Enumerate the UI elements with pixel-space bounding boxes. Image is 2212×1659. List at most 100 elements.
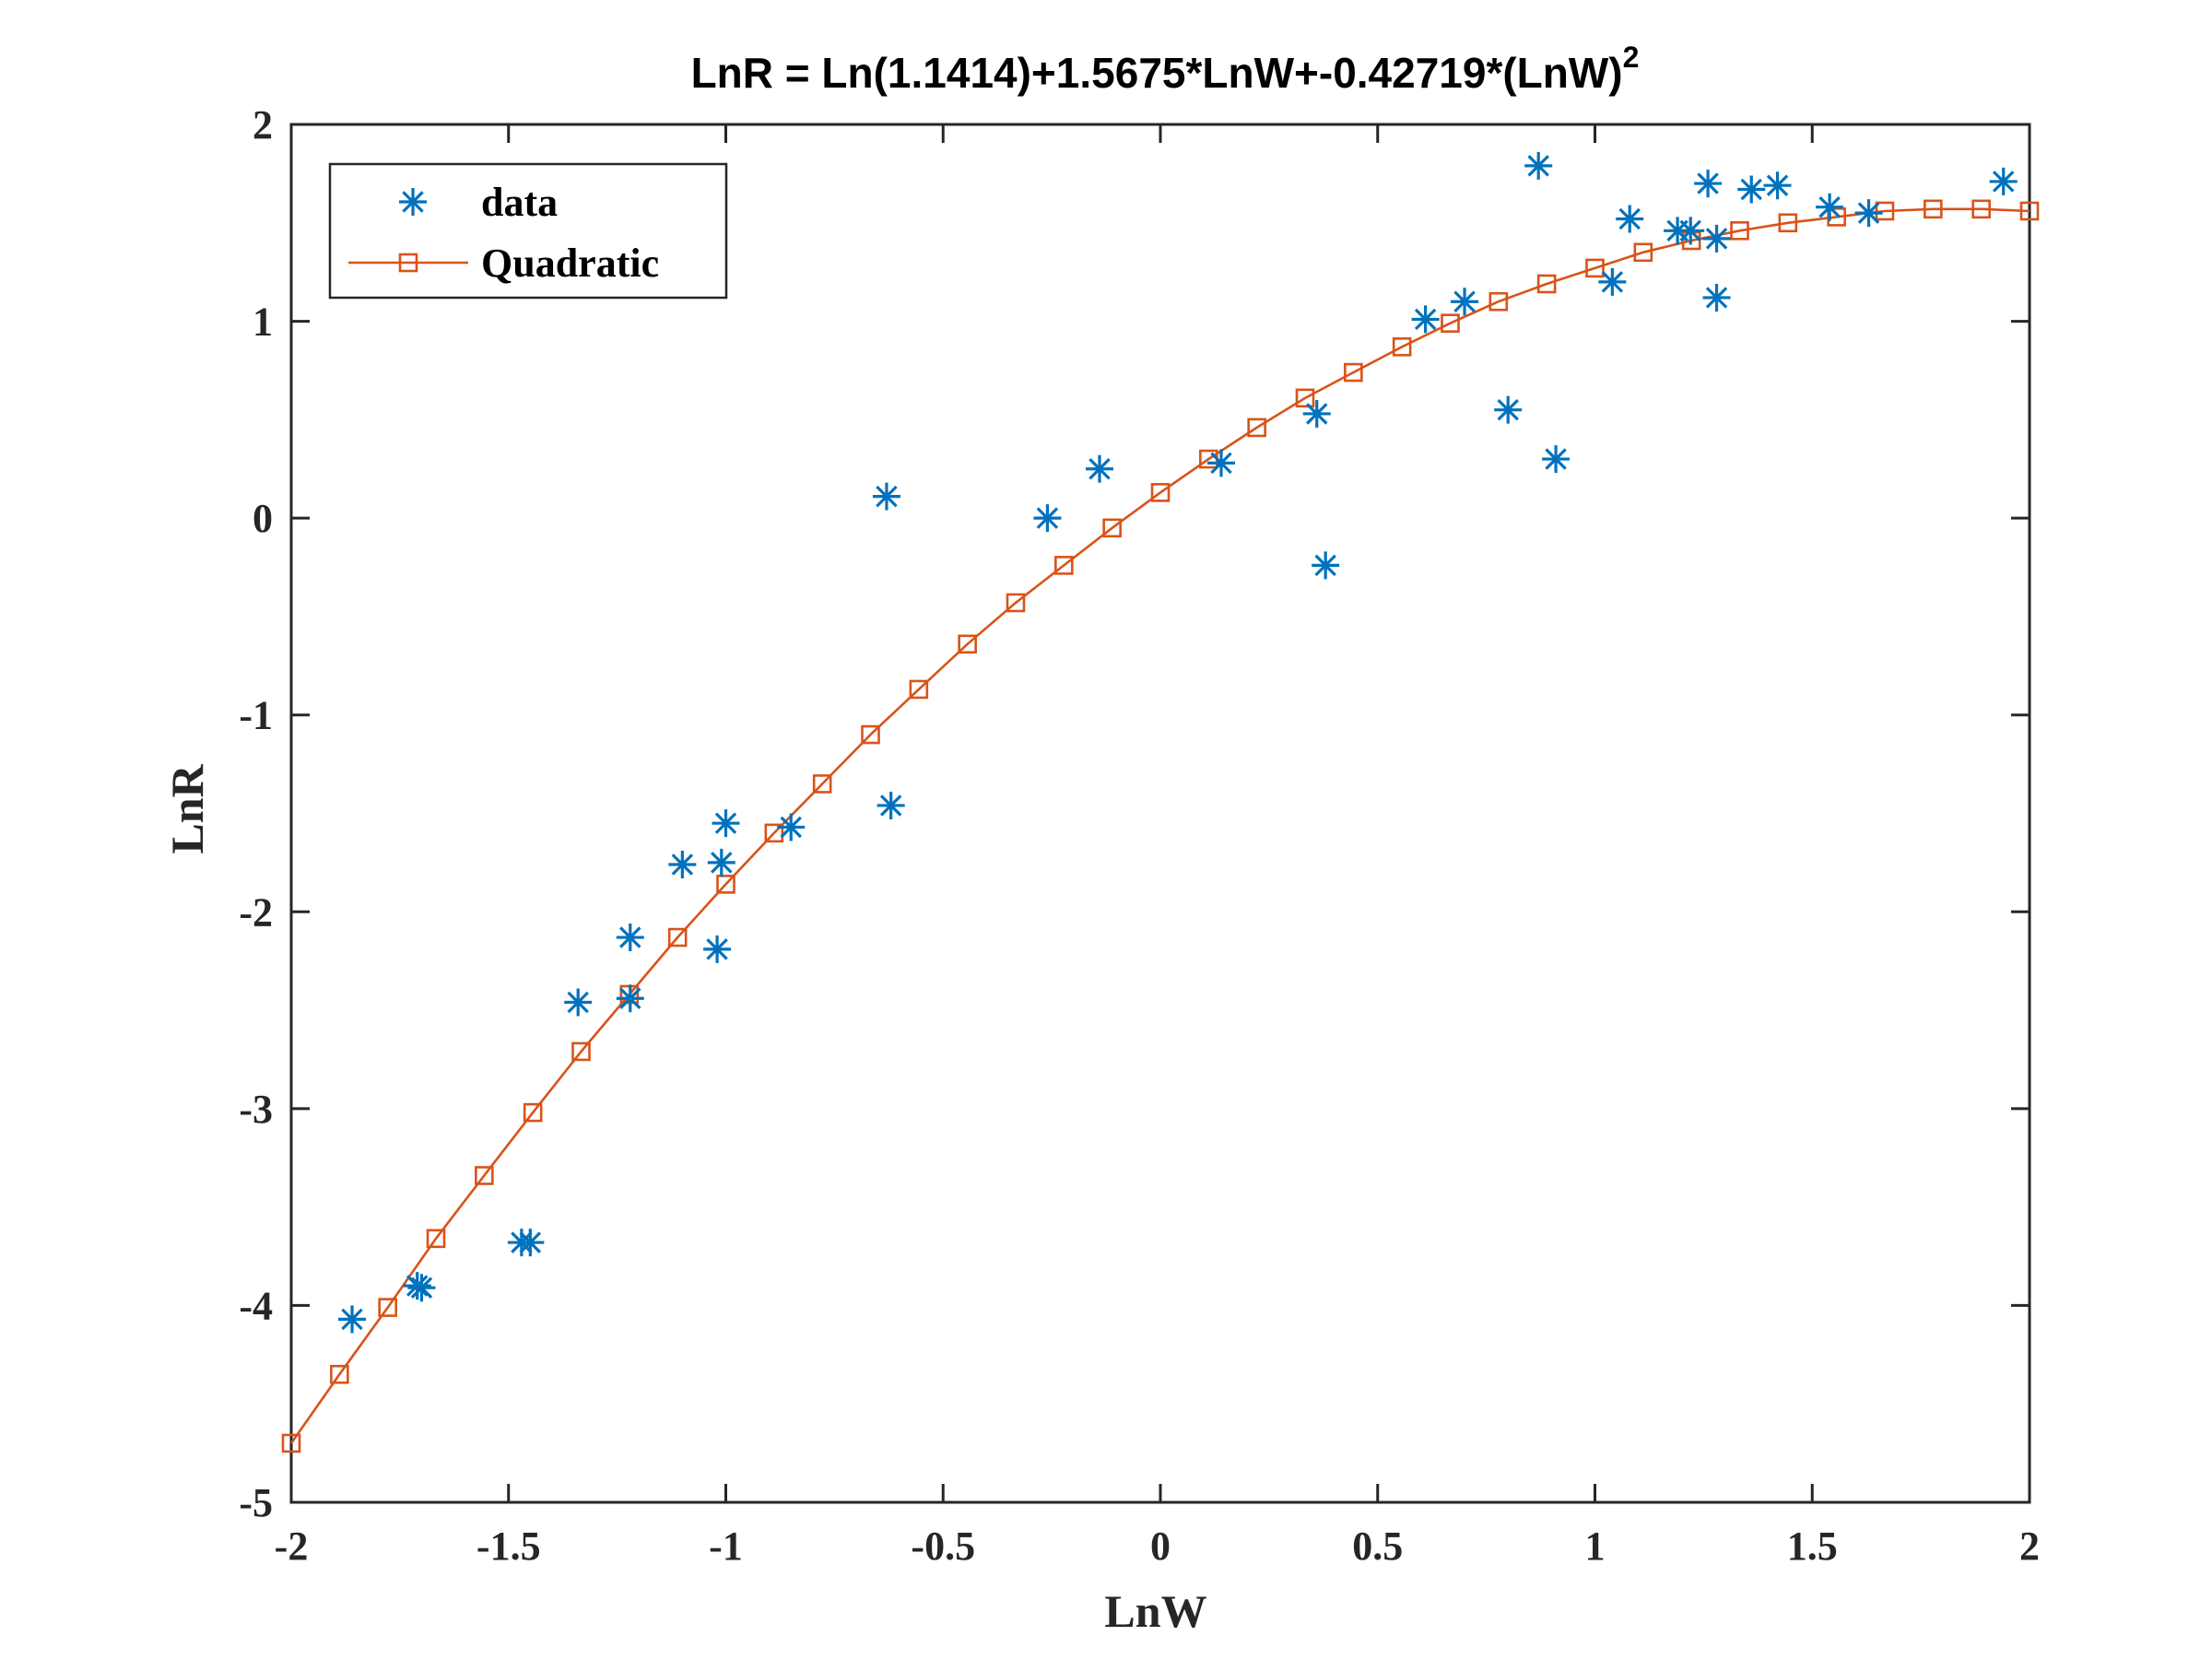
data-point: [777, 813, 806, 841]
data-point: [1989, 167, 2018, 195]
data-point: [1616, 205, 1644, 233]
legend-entry-quadratic: [348, 253, 468, 273]
quadratic-marker: [1150, 483, 1171, 502]
x-tick-label: 1.5: [1787, 1524, 1838, 1569]
series-quadratic: [281, 199, 2040, 1453]
x-tick-label: 2: [2019, 1524, 2040, 1569]
quadratic-marker: [281, 1433, 301, 1453]
series-data: [338, 151, 2018, 1334]
quadratic-marker: [426, 1229, 446, 1249]
legend: data Quadratic: [328, 162, 728, 300]
data-point: [1302, 399, 1331, 428]
data-point: [1411, 305, 1440, 334]
quadratic-marker: [1392, 337, 1412, 357]
data-point: [403, 1272, 431, 1300]
data-point: [668, 851, 697, 879]
quadratic-marker: [2019, 201, 2040, 221]
legend-box: [328, 162, 728, 300]
quadratic-marker: [1924, 199, 1943, 219]
data-point: [338, 1305, 367, 1334]
chart-title-superscript: 2: [1623, 41, 1640, 74]
y-tick-label: -2: [239, 889, 273, 935]
quadratic-marker: [1730, 221, 1749, 241]
y-tick-label: -3: [239, 1087, 273, 1132]
quadratic-marker: [861, 724, 880, 745]
data-point: [516, 1229, 545, 1257]
y-ticks: -5 -4 -3 -2 -1 0 1 2: [239, 102, 2030, 1525]
legend-quadratic-marker: [398, 253, 418, 273]
quadratic-marker: [1875, 201, 1895, 221]
x-ticks: -2 -1.5 -1 -0.5 0 0.5 1 1.5 2: [275, 124, 2040, 1569]
quadratic-fit-line: [289, 207, 2030, 1444]
data-point: [1702, 224, 1731, 253]
y-tick-label: -4: [239, 1283, 273, 1328]
data-point: [1702, 283, 1731, 312]
data-point: [712, 809, 740, 838]
data-point: [1085, 454, 1113, 483]
legend-label-data: data: [481, 180, 558, 225]
data-point: [1598, 267, 1627, 296]
quadratic-marker: [571, 1041, 591, 1062]
quadratic-marker: [1585, 258, 1605, 278]
data-point: [1494, 395, 1523, 424]
quadratic-marker: [1488, 291, 1509, 312]
quadratic-marker: [1054, 556, 1074, 575]
data-point: [1033, 504, 1062, 533]
quadratic-marker: [716, 875, 735, 894]
quadratic-marker: [1633, 242, 1653, 263]
quadratic-marker: [1778, 213, 1798, 233]
data-point: [616, 984, 644, 1013]
legend-data-marker: [399, 188, 427, 216]
quadratic-marker: [330, 1364, 349, 1384]
x-tick-label: 1: [1585, 1524, 1606, 1569]
data-point: [616, 924, 644, 952]
quadratic-marker: [1441, 313, 1460, 334]
x-tick-label: -1: [709, 1524, 743, 1569]
x-tick-label: 0.5: [1352, 1524, 1403, 1569]
data-point: [1312, 551, 1340, 580]
data-point: [1737, 175, 1766, 204]
quadratic-marker: [1971, 199, 1991, 219]
y-tick-label: -5: [239, 1480, 273, 1525]
quadratic-marker: [667, 927, 688, 947]
quadratic-marker: [475, 1166, 494, 1185]
y-tick-label: 0: [253, 496, 273, 541]
x-tick-label: -2: [275, 1524, 309, 1569]
quadratic-marker: [378, 1298, 397, 1317]
quadratic-marker: [1102, 518, 1122, 538]
x-tick-label: -0.5: [911, 1524, 975, 1569]
quadratic-marker: [812, 774, 832, 794]
quadratic-marker: [1344, 362, 1363, 382]
quadratic-marker: [1295, 388, 1315, 408]
data-point: [407, 1274, 436, 1302]
data-point: [1524, 151, 1553, 180]
quadratic-marker: [523, 1102, 543, 1123]
y-axis-label: LnR: [161, 763, 213, 853]
x-tick-label: 0: [1150, 1524, 1171, 1569]
y-tick-label: -1: [239, 693, 273, 738]
quadratic-marker: [1247, 418, 1266, 438]
quadratic-marker: [1006, 593, 1026, 613]
quadratic-marker: [958, 634, 977, 654]
data-point: [1816, 193, 1844, 221]
y-tick-label: 1: [253, 300, 273, 345]
y-tick-label: 2: [253, 102, 273, 147]
quadratic-marker: [1536, 274, 1557, 294]
data-point: [872, 482, 900, 511]
data-point: [1763, 171, 1792, 200]
quadratic-marker: [909, 679, 929, 700]
data-point: [703, 935, 732, 963]
legend-entry-data: [399, 188, 427, 216]
x-axis-label: LnW: [1104, 1585, 1206, 1637]
x-tick-label: -1.5: [477, 1524, 541, 1569]
data-point: [1854, 199, 1883, 228]
data-point: [1451, 288, 1479, 316]
chart-title: LnR = Ln(1.1414)+1.5675*LnW+-0.42719*(Ln…: [691, 41, 1640, 97]
data-point: [1207, 449, 1236, 477]
data-point: [1677, 217, 1705, 245]
legend-label-quadratic: Quadratic: [481, 241, 659, 286]
quadratic-marker: [764, 823, 784, 843]
chart-title-main: LnR = Ln(1.1414)+1.5675*LnW+-0.42719*(Ln…: [691, 49, 1623, 97]
data-point: [877, 791, 905, 819]
